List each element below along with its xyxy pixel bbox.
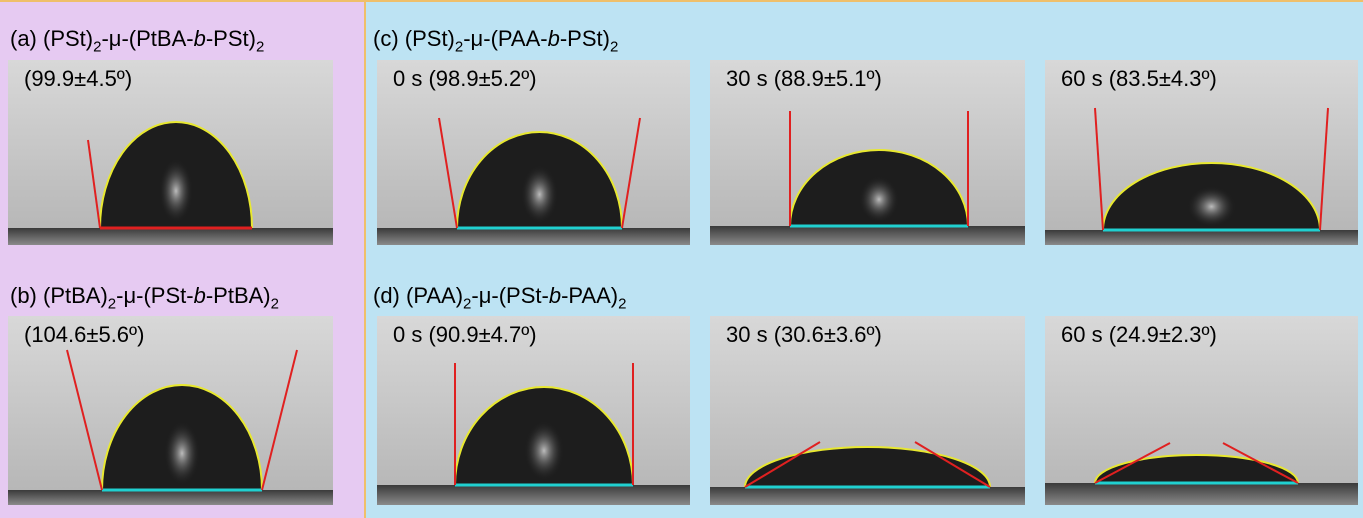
images: (99.9±4.5º) (104.6±5.6º) 0 s (98.9±5.2º) 30… <box>0 0 1363 518</box>
caption: 0 s (90.9±4.7º) <box>393 322 537 347</box>
reflection <box>159 159 192 223</box>
caption: 30 s (88.9±5.1º) <box>726 66 882 91</box>
panel-label: (a) (PSt)2-μ-(PtBA-b-PSt)2 <box>10 26 264 55</box>
droplet-image: 60 s (83.5±4.3º) <box>1045 60 1358 245</box>
substrate <box>8 490 333 505</box>
label-part: -μ-(PSt- <box>116 283 193 308</box>
label-part: (d) (PAA) <box>373 283 463 308</box>
droplet-image: 0 s (90.9±4.7º) <box>377 316 690 505</box>
label-part: 2 <box>271 295 279 312</box>
label-part: -PSt) <box>560 26 610 51</box>
caption: (104.6±5.6º) <box>24 322 144 347</box>
reflection <box>521 166 557 224</box>
substrate <box>1045 483 1358 505</box>
reflection <box>524 421 563 480</box>
droplet-image: (104.6±5.6º) <box>8 316 333 505</box>
label-part: b <box>549 283 561 308</box>
label-part: 2 <box>108 295 116 312</box>
figure: (99.9±4.5º) (104.6±5.6º) 0 s (98.9±5.2º) 30… <box>0 0 1363 518</box>
label-part: -μ-(PAA- <box>463 26 547 51</box>
label-part: 2 <box>618 295 626 312</box>
substrate <box>377 485 690 505</box>
reflection <box>1188 186 1236 226</box>
label-part: -PSt) <box>206 26 256 51</box>
label-part: -μ-(PSt- <box>471 283 548 308</box>
label-part: b <box>194 283 206 308</box>
caption: 60 s (83.5±4.3º) <box>1061 66 1217 91</box>
substrate <box>1045 230 1358 245</box>
panel-label: (d) (PAA)2-μ-(PSt-b-PAA)2 <box>373 283 626 312</box>
label-part: 2 <box>610 38 618 55</box>
label-part: -PtBA) <box>206 283 271 308</box>
caption: 60 s (24.9±2.3º) <box>1061 322 1217 347</box>
label-part: (c) (PSt) <box>373 26 455 51</box>
substrate <box>8 228 333 245</box>
label-part: b <box>194 26 206 51</box>
reflection <box>164 422 199 485</box>
droplet-image: 30 s (88.9±5.1º) <box>710 60 1025 245</box>
label-part: b <box>548 26 560 51</box>
droplet-image: 0 s (98.9±5.2º) <box>377 60 690 245</box>
label-part: (a) (PSt) <box>10 26 93 51</box>
substrate <box>710 226 1025 245</box>
label-part: (b) (PtBA) <box>10 283 108 308</box>
panel-label: (c) (PSt)2-μ-(PAA-b-PSt)2 <box>373 26 618 55</box>
caption: 0 s (98.9±5.2º) <box>393 66 537 91</box>
caption: (99.9±4.5º) <box>24 66 132 91</box>
droplet-image: 60 s (24.9±2.3º) <box>1045 316 1358 505</box>
substrate <box>377 228 690 245</box>
label-part: 2 <box>256 38 264 55</box>
droplet-image: 30 s (30.6±3.6º) <box>710 316 1025 505</box>
label-part: -PAA) <box>561 283 618 308</box>
reflection <box>859 177 898 223</box>
label-part: 2 <box>455 38 463 55</box>
panel-label: (b) (PtBA)2-μ-(PSt-b-PtBA)2 <box>10 283 279 312</box>
droplet-image: (99.9±4.5º) <box>8 60 333 245</box>
substrate <box>710 487 1025 505</box>
label-part: -μ-(PtBA- <box>101 26 193 51</box>
caption: 30 s (30.6±3.6º) <box>726 322 882 347</box>
